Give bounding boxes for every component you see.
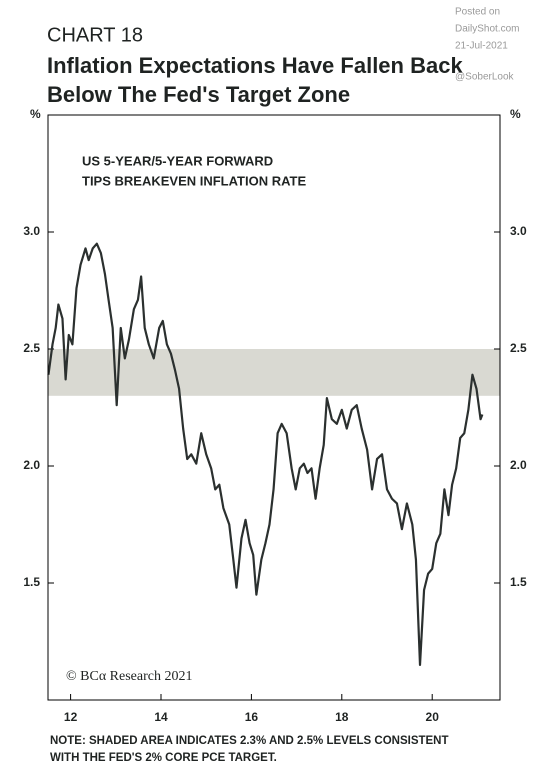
source: © BCα Research 2021 (66, 669, 192, 684)
y-tick-label: 2.5 (23, 341, 40, 355)
x-tick-label: 18 (335, 710, 349, 724)
y-tick-label: 3.0 (510, 224, 527, 238)
y-tick-label: 2.0 (23, 458, 40, 472)
x-tick-label: 14 (154, 710, 168, 724)
y-tick-label: 2.5 (510, 341, 527, 355)
x-tick-label: 12 (64, 710, 78, 724)
data-line (47, 242, 484, 666)
note: NOTE: SHADED AREA INDICATES 2.3% AND 2.5… (50, 735, 449, 747)
annotation: US 5-YEAR/5-YEAR FORWARD (82, 153, 273, 168)
y-tick-label: 2.0 (510, 458, 527, 472)
y-tick-label: 3.0 (23, 224, 40, 238)
x-tick-label: 16 (245, 710, 259, 724)
annotation: TIPS BREAKEVEN INFLATION RATE (82, 173, 306, 188)
watermark: Posted on (455, 7, 500, 18)
plot-frame (47, 114, 501, 701)
chart-title: Inflation Expectations Have Fallen Back (47, 53, 463, 78)
watermark: @SoberLook (455, 72, 515, 83)
y-unit: % (30, 107, 41, 121)
x-tick-label: 20 (426, 710, 440, 724)
y-unit: % (510, 107, 521, 121)
chart-title: Below The Fed's Target Zone (47, 82, 350, 107)
target-band (48, 349, 500, 396)
note: WITH THE FED'S 2% CORE PCE TARGET. (50, 752, 277, 764)
y-tick-label: 1.5 (23, 575, 40, 589)
watermark: 21-Jul-2021 (455, 41, 508, 52)
chart-label: CHART 18 (47, 24, 143, 46)
y-tick-label: 1.5 (510, 575, 527, 589)
watermark: DailyShot.com (455, 24, 519, 35)
